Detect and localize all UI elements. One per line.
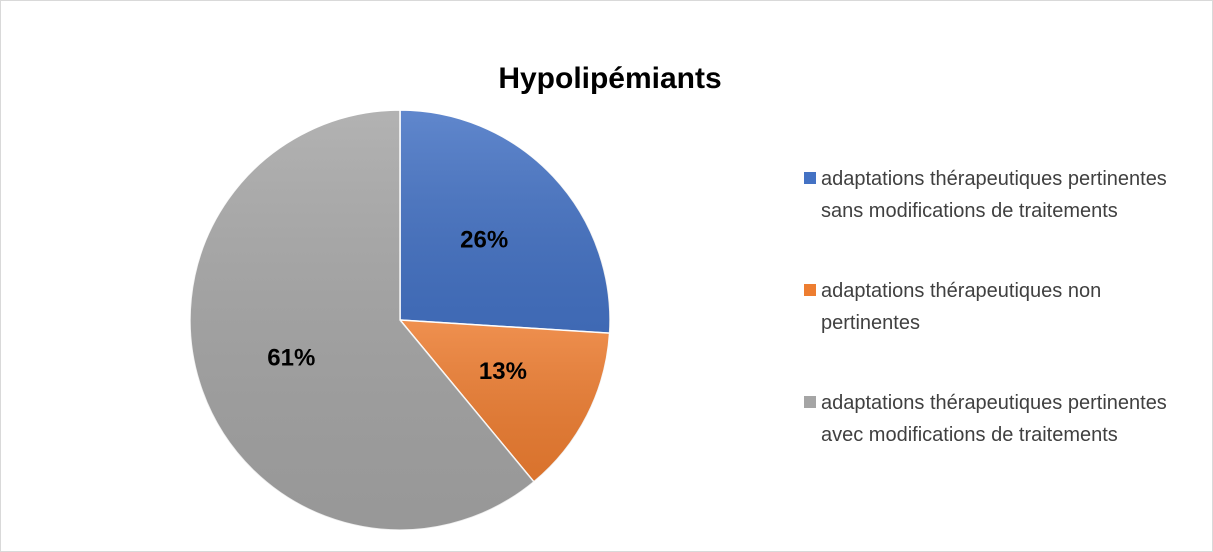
legend-item: adaptations thérapeutiques pertinentes a… [804, 387, 1189, 451]
legend-swatch [804, 284, 816, 296]
data-label: 61% [267, 344, 315, 371]
legend-item: adaptations thérapeutiques pertinentes s… [804, 163, 1189, 227]
legend-label: adaptations thérapeutiques pertinentes s… [821, 168, 1167, 222]
legend-swatch [804, 396, 816, 408]
chart-title: Hypolipémiants [498, 62, 721, 95]
legend-label: adaptations thérapeutiques non pertinent… [821, 280, 1102, 334]
data-label: 13% [479, 358, 527, 385]
legend-swatch [804, 172, 816, 184]
legend-label: adaptations thérapeutiques pertinentes a… [821, 392, 1167, 446]
legend-item: adaptations thérapeutiques non pertinent… [804, 275, 1189, 339]
data-label: 26% [460, 226, 508, 253]
